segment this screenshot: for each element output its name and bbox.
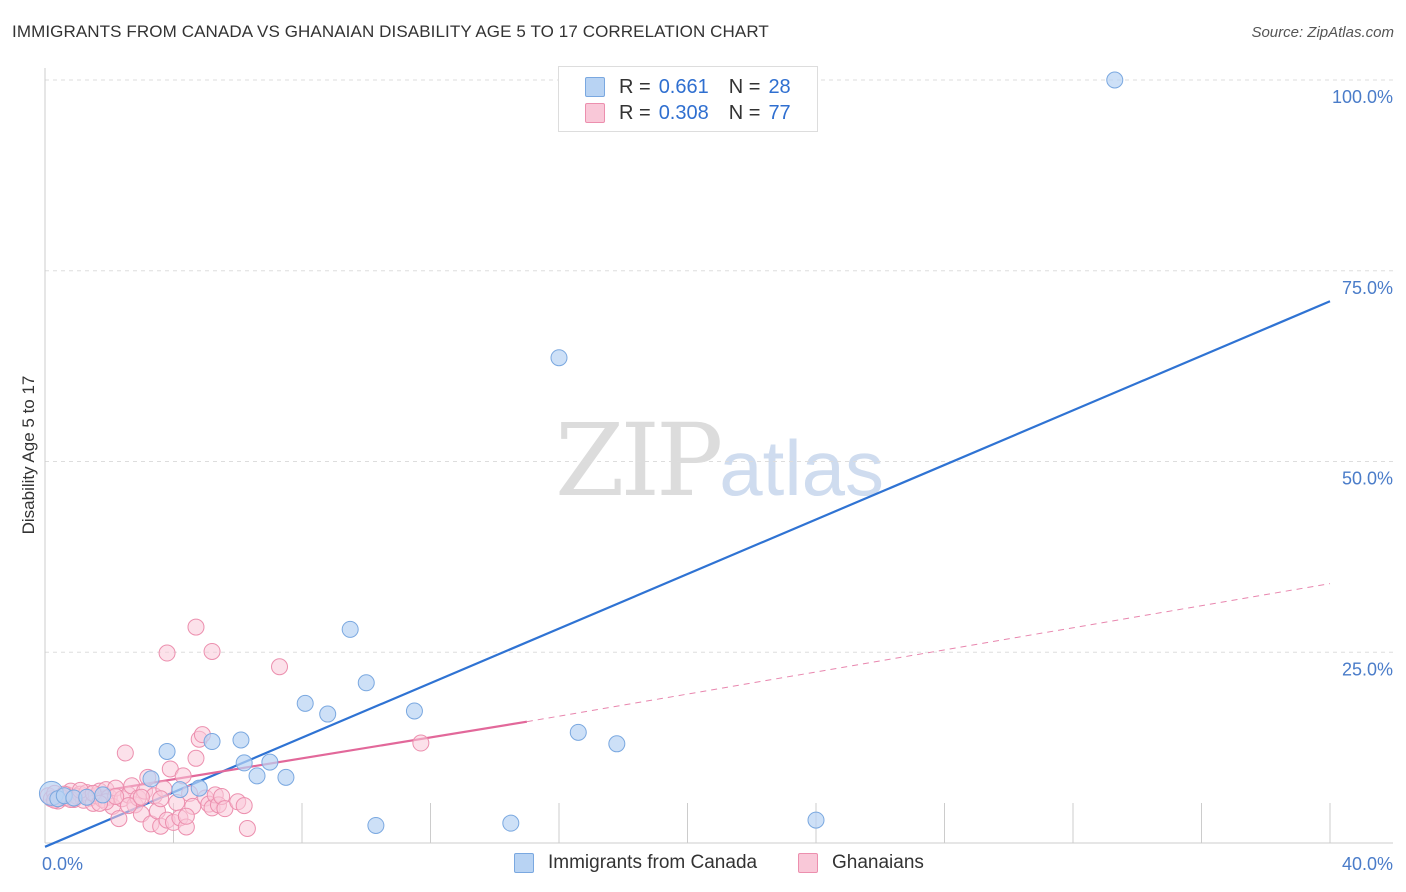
watermark: ZIPatlas bbox=[555, 402, 884, 519]
canada-point bbox=[248, 767, 266, 785]
series-label-ghanaians: Ghanaians bbox=[832, 852, 924, 873]
legend-r-value: 0.308 bbox=[658, 101, 709, 124]
canada-point bbox=[142, 770, 160, 788]
source-label: Source: ZipAtlas.com bbox=[1251, 24, 1394, 41]
ghanaians-point bbox=[152, 790, 170, 808]
canada-point bbox=[319, 705, 337, 723]
legend-n-label: N = bbox=[728, 75, 761, 98]
x-tick-label: 40.0% bbox=[1342, 854, 1393, 874]
legend-n-label: N = bbox=[728, 101, 761, 124]
legend-row-ghanaians: R = 0.308 N = 77 bbox=[585, 100, 791, 126]
y-axis-label: Disability Age 5 to 17 bbox=[19, 376, 38, 535]
canada-point bbox=[341, 620, 359, 638]
canada-point bbox=[608, 735, 626, 753]
series-legend-ghanaians[interactable]: Ghanaians bbox=[798, 852, 924, 874]
correlation-legend: R = 0.661 N = 28 R = 0.308 N = 77 bbox=[558, 66, 818, 132]
canada-point bbox=[78, 788, 96, 806]
watermark-zip: ZIP bbox=[555, 402, 723, 519]
legend-n-value: 28 bbox=[768, 75, 791, 98]
ghanaians-point bbox=[271, 658, 289, 676]
canada-point bbox=[296, 694, 314, 712]
ghanaians-point bbox=[235, 797, 253, 815]
ghanaians-trend-extension bbox=[526, 583, 1331, 723]
ghanaians-point bbox=[132, 788, 150, 806]
legend-r-value: 0.661 bbox=[658, 75, 709, 98]
ghanaians-point bbox=[203, 642, 221, 660]
canada-point bbox=[405, 702, 423, 720]
legend-n-value: 77 bbox=[768, 101, 791, 124]
canada-point bbox=[550, 349, 568, 367]
canada-point bbox=[569, 723, 587, 741]
ghanaians-point bbox=[187, 618, 205, 636]
tick-labels: 25.0% 50.0% 75.0% 100.0% 0.0% 40.0% bbox=[42, 87, 1393, 874]
canada-point bbox=[1106, 71, 1124, 89]
y-tick-label: 50.0% bbox=[1342, 469, 1393, 489]
watermark-atlas: atlas bbox=[719, 424, 885, 512]
ghanaians-point bbox=[158, 644, 176, 662]
canada-point bbox=[367, 816, 385, 834]
axes bbox=[44, 68, 1393, 844]
ghanaians-point bbox=[177, 807, 195, 825]
ghanaians-point bbox=[187, 749, 205, 767]
canada-point bbox=[807, 811, 825, 829]
y-tick-label: 75.0% bbox=[1342, 278, 1393, 298]
grid-lines bbox=[45, 79, 1393, 843]
canada-point bbox=[277, 768, 295, 786]
canada-point bbox=[158, 742, 176, 760]
chart-title: IMMIGRANTS FROM CANADA VS GHANAIAN DISAB… bbox=[12, 22, 769, 41]
canada-point bbox=[502, 814, 520, 832]
canada-point bbox=[232, 731, 250, 749]
canada-point bbox=[203, 733, 221, 751]
ghanaians-point bbox=[412, 734, 430, 752]
legend-swatch-pink bbox=[585, 103, 605, 123]
canada-trend-line bbox=[44, 300, 1331, 848]
canada-point bbox=[171, 781, 189, 799]
ghanaians-point bbox=[110, 810, 128, 828]
y-tick-label: 100.0% bbox=[1332, 87, 1393, 107]
x-tick-label: 0.0% bbox=[42, 854, 83, 874]
legend-r-label: R = bbox=[619, 101, 651, 124]
ghanaians-point bbox=[238, 820, 256, 838]
data-points bbox=[38, 71, 1124, 838]
canada-point bbox=[190, 779, 208, 797]
series-swatch-pink bbox=[798, 853, 818, 873]
legend-r-label: R = bbox=[619, 75, 651, 98]
y-tick-label: 25.0% bbox=[1342, 659, 1393, 679]
ghanaians-point bbox=[120, 797, 138, 815]
canada-point bbox=[357, 674, 375, 692]
canada-point bbox=[94, 786, 112, 804]
canada-point bbox=[261, 753, 279, 771]
series-legend: Immigrants from Canada Ghanaians bbox=[0, 852, 1406, 878]
legend-swatch-blue bbox=[585, 77, 605, 97]
ghanaians-point bbox=[116, 744, 134, 762]
series-legend-canada[interactable]: Immigrants from Canada bbox=[514, 852, 757, 874]
series-label-canada: Immigrants from Canada bbox=[548, 852, 758, 873]
legend-row-canada: R = 0.661 N = 28 bbox=[585, 74, 791, 100]
canada-point bbox=[235, 754, 253, 772]
series-swatch-blue bbox=[514, 853, 534, 873]
